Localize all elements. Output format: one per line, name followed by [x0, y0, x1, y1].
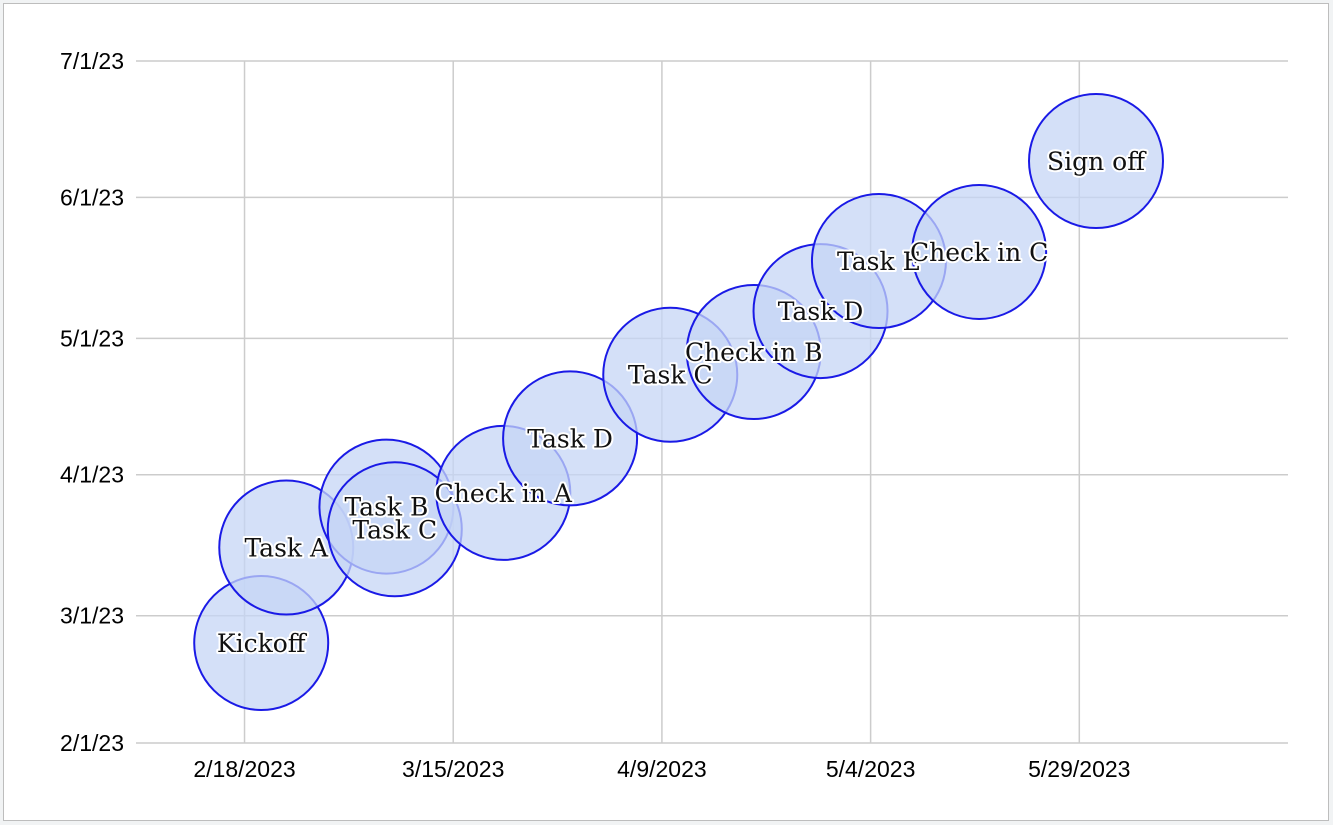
y-tick-label: 6/1/23: [60, 184, 124, 210]
bubble-point[interactable]: [502, 370, 639, 507]
bubble-point[interactable]: [911, 183, 1048, 320]
bubble-label: Sign off: [1047, 147, 1147, 176]
bubble-label: Check in B: [685, 338, 823, 367]
bubble-label: Task C: [628, 361, 713, 390]
x-tick-label: 3/15/2023: [402, 756, 504, 782]
bubble-label: Task B: [344, 493, 428, 522]
bubbles: [193, 93, 1164, 711]
bubble-label: Task A: [244, 533, 329, 562]
bubble-label: Task D: [527, 424, 613, 453]
bubble-label: Task D: [778, 297, 864, 326]
y-tick-label: 3/1/23: [60, 603, 124, 629]
x-tick-label: 2/18/2023: [193, 756, 295, 782]
y-tick-label: 7/1/23: [60, 48, 124, 74]
bubble-label: Task E: [837, 247, 921, 276]
bubble-point[interactable]: [1028, 93, 1164, 230]
bubble-label: Check in C: [910, 238, 1048, 267]
bubble-chart: 2/1/23 3/1/23 4/1/23 5/1/23 6/1/23 7/1/23 2/1…: [60, 48, 1288, 782]
x-tick-label: 4/9/2023: [617, 756, 707, 782]
y-tick-label: 2/1/23: [60, 730, 124, 756]
x-axis-ticks: 2/18/2023 3/15/2023 4/9/2023 5/4/2023 5/29/2…: [193, 756, 1130, 782]
bubble-label: Task C: [352, 515, 437, 544]
y-axis-ticks: 2/1/23 3/1/23 4/1/23 5/1/23 6/1/23 7/1/23: [60, 48, 124, 756]
bubble-label: Kickoff: [217, 629, 308, 658]
x-tick-label: 5/29/2023: [1028, 756, 1130, 782]
y-tick-label: 5/1/23: [60, 325, 124, 351]
x-tick-label: 5/4/2023: [826, 756, 916, 782]
y-tick-label: 4/1/23: [60, 462, 124, 488]
bubble-label: Check in A: [435, 479, 573, 508]
chart-frame: 2/1/23 3/1/23 4/1/23 5/1/23 6/1/23 7/1/23 2/1…: [3, 3, 1329, 821]
